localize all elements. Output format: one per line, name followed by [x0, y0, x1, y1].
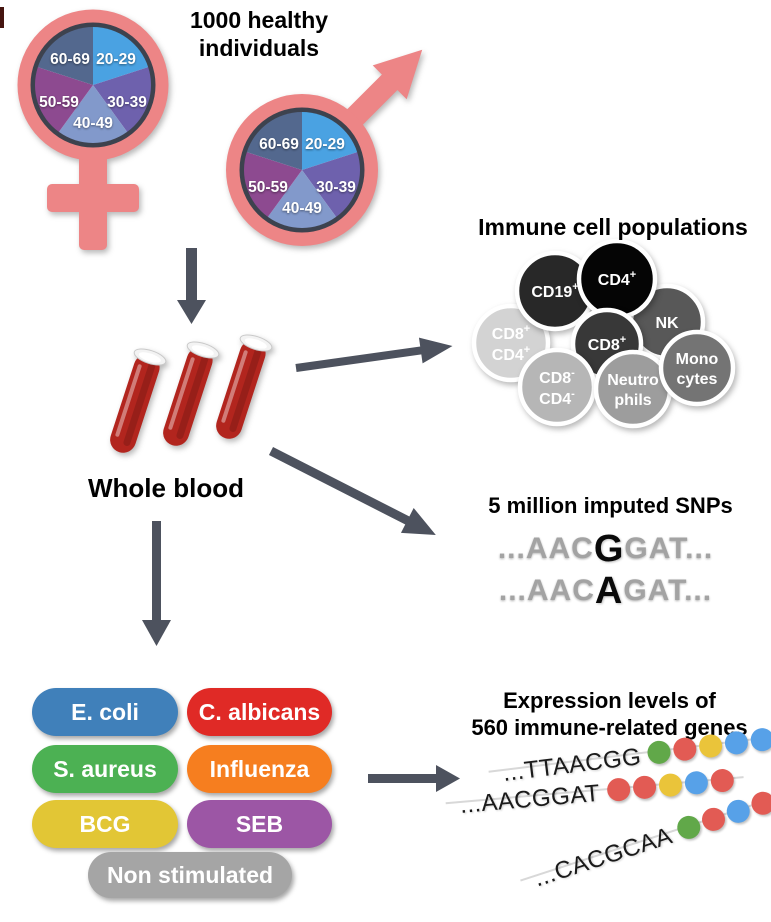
svg-text:CD4-: CD4- [539, 388, 575, 408]
age-slice-label: 60-69 [259, 136, 299, 153]
expression-title-line1: Expression levels of [503, 688, 716, 713]
cell-cd8neg-cd4neg: CD8- CD4- [517, 347, 597, 427]
snp-seq-left: ...AAC [497, 532, 594, 565]
age-slice-label: 40-49 [282, 200, 322, 217]
svg-text:CD19+: CD19+ [531, 281, 578, 301]
age-slice-label: 60-69 [50, 51, 90, 68]
gene-dot-red [672, 736, 698, 762]
arrow-to-snps-icon [268, 446, 436, 535]
male-age-pie: 20-29 30-39 40-49 50-59 60-69 [244, 112, 360, 228]
cell-neutrophils: Neutro phils [593, 349, 673, 429]
gene-dot-red [631, 774, 657, 800]
svg-text:NK: NK [655, 315, 679, 332]
arrow-to-expression-icon [368, 765, 460, 792]
gene-dot-green [646, 739, 673, 766]
stimulus-c-albicans: C. albicans [187, 688, 332, 736]
stimulus-bcg: BCG [32, 800, 178, 848]
cell-cd19: CD19+ [514, 250, 596, 332]
gene-dot-yellow [657, 772, 683, 798]
whole-blood-label: Whole blood [88, 473, 244, 503]
svg-text:CD8+: CD8+ [588, 334, 626, 354]
snp-seq-right: GAT... [624, 532, 714, 565]
stimulus-e-coli: E. coli [32, 688, 178, 736]
svg-text:Neutro: Neutro [607, 372, 659, 389]
age-slice-label: 20-29 [305, 136, 345, 153]
male-symbol-icon: 20-29 30-39 40-49 50-59 60-69 [226, 49, 423, 246]
age-slice-label: 50-59 [39, 94, 79, 111]
svg-text:CD4+: CD4+ [492, 344, 530, 364]
gene-dot-blue [723, 729, 750, 756]
gene-dot-blue [749, 726, 771, 753]
stimulus-influenza: Influenza [187, 745, 332, 793]
svg-text:phils: phils [614, 392, 651, 409]
female-age-pie: 20-29 30-39 40-49 50-59 60-69 [35, 27, 151, 143]
arrow-to-immune-cells-icon [295, 337, 453, 372]
cohort-title-line1: 1000 healthy [189, 7, 329, 33]
snps-title: 5 million imputed SNPs [488, 493, 733, 518]
cohort-title-line2: individuals [198, 35, 320, 61]
blood-tubes-icon [110, 334, 273, 453]
svg-text:cytes: cytes [677, 371, 718, 388]
cohort-title: 1000 healthy individuals [159, 6, 359, 62]
svg-text:CD8+: CD8+ [492, 323, 530, 343]
age-slice-label: 30-39 [316, 179, 356, 196]
edge-artifact [0, 7, 4, 28]
age-slice-label: 40-49 [73, 115, 113, 132]
snp-variant-allele: G [593, 528, 625, 570]
stimulus-seb: SEB [187, 800, 332, 848]
female-symbol-icon: 20-29 30-39 40-49 50-59 60-69 [17, 9, 169, 250]
cell-monocytes: Mono cytes [658, 329, 736, 407]
age-slice-label: 30-39 [107, 94, 147, 111]
snp-seq-left: ...AAC [498, 574, 595, 607]
immune-cell-cluster: CD8+ CD4+ CD19+ NK CD4+ CD8+ CD8- [471, 238, 736, 429]
snp-sequence-row: ...AACGGAT... [440, 528, 771, 571]
snp-variant-allele: A [594, 570, 624, 612]
stimulus-s-aureus: S. aureus [32, 745, 178, 793]
svg-text:Mono: Mono [676, 351, 719, 368]
svg-text:CD4+: CD4+ [598, 269, 636, 289]
gene-dot-yellow [698, 733, 724, 759]
gene-dot-blue [683, 770, 709, 796]
arrow-down-to-stimuli-icon [142, 521, 171, 646]
age-slice-label: 20-29 [96, 51, 136, 68]
cell-cd4: CD4+ [576, 238, 658, 320]
gene-dot-red [709, 768, 735, 794]
immune-populations-title: Immune cell populations [478, 214, 748, 240]
gene-dot-red [605, 777, 631, 803]
arrow-down-to-blood-icon [177, 248, 206, 324]
age-slice-label: 50-59 [248, 179, 288, 196]
svg-text:CD8-: CD8- [539, 367, 575, 387]
snp-sequence-row: ...AACAGAT... [440, 570, 771, 613]
snp-seq-right: GAT... [623, 574, 713, 607]
stimulus-non-stimulated: Non stimulated [88, 852, 292, 898]
